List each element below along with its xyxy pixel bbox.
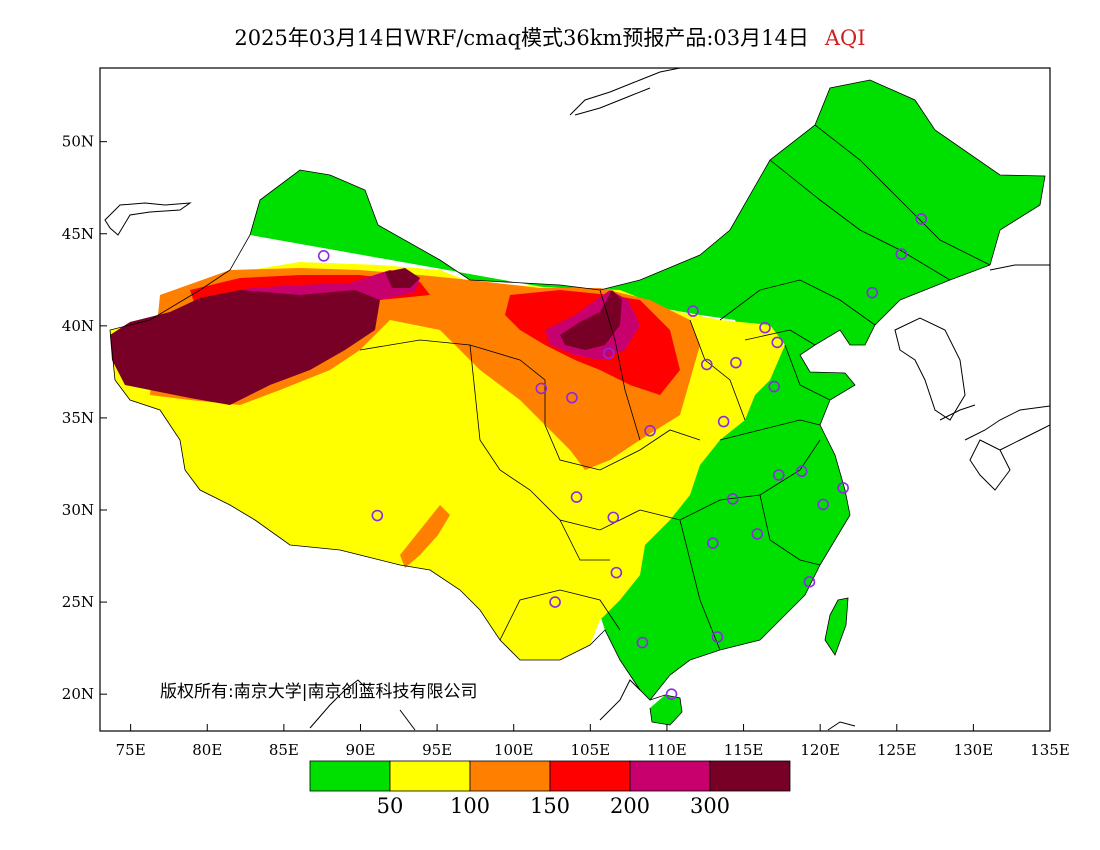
- plot-frame: [99, 67, 1051, 732]
- x-axis: 75E 80E 85E 90E 95E 100E 105E 110E 115E 120E 125E 1…: [116, 724, 1070, 759]
- station-marker: [317, 250, 330, 262]
- station-marker: [866, 286, 879, 299]
- station-marker: [915, 213, 928, 225]
- station-marker: [768, 380, 780, 393]
- station-marker: [751, 528, 764, 540]
- y-axis: 50N 45N 40N 35N 30N 25N 20N: [62, 133, 107, 703]
- y-tick-label: 50N: [62, 133, 94, 151]
- station-marker: [895, 248, 908, 260]
- title-text: 2025年03月14日WRF/cmaq模式36km预报产品:03月14日: [234, 26, 809, 50]
- y-tick-label: 30N: [62, 501, 94, 519]
- coastlines: [104, 68, 1050, 731]
- y-tick-label: 25N: [62, 593, 94, 611]
- pollutant-label: AQI: [824, 26, 866, 50]
- x-tick-label: 115E: [724, 741, 764, 759]
- station-marker: [549, 596, 561, 608]
- station-marker: [717, 415, 730, 428]
- x-tick-label: 80E: [192, 741, 222, 759]
- x-tick-label: 135E: [1030, 741, 1070, 759]
- y-tick-label: 35N: [62, 409, 94, 427]
- station-marker: [602, 347, 615, 360]
- y-tick-label: 20N: [62, 685, 94, 703]
- region-aqi-usg-tibet: [400, 505, 450, 568]
- region-aqi-hazardous-core: [385, 268, 420, 288]
- legend-swatch: [469, 760, 551, 792]
- province-boundaries: [109, 79, 1046, 726]
- x-tick-label: 100E: [494, 741, 534, 759]
- station-marker: [570, 491, 583, 503]
- x-tick-label: 90E: [345, 741, 375, 759]
- station-marker: [817, 498, 830, 511]
- station-marker: [644, 425, 656, 437]
- x-tick-label: 125E: [877, 741, 917, 759]
- legend-swatch: [549, 760, 631, 792]
- station-markers: [317, 213, 928, 700]
- y-tick-label: 45N: [62, 225, 94, 243]
- station-marker: [607, 511, 620, 524]
- colorbar-legend: 50 100 150 200 300: [309, 760, 791, 818]
- x-tick-label: 75E: [116, 741, 146, 759]
- x-tick-label: 130E: [954, 741, 994, 759]
- station-marker: [759, 321, 771, 334]
- region-aqi-hazardous: [110, 290, 380, 405]
- legend-break-label: 300: [690, 794, 730, 818]
- x-tick-label: 85E: [269, 741, 299, 759]
- station-marker: [610, 566, 623, 579]
- legend-swatch: [389, 760, 471, 792]
- station-marker: [730, 356, 742, 369]
- station-marker: [803, 576, 816, 588]
- station-marker: [707, 537, 719, 549]
- legend-break-label: 200: [610, 794, 650, 818]
- legend-swatch: [309, 760, 391, 792]
- x-tick-label: 95E: [422, 741, 452, 759]
- x-tick-label: 105E: [571, 741, 611, 759]
- station-marker: [837, 482, 849, 494]
- x-tick-label: 120E: [800, 741, 840, 759]
- legend-swatch: [709, 760, 791, 792]
- region-aqi-hazardous-east: [560, 290, 622, 350]
- station-marker: [727, 493, 739, 505]
- station-marker: [566, 391, 578, 404]
- y-tick-label: 40N: [62, 317, 94, 335]
- legend-swatch: [629, 760, 711, 792]
- station-marker: [771, 336, 784, 349]
- station-marker: [795, 465, 808, 478]
- station-marker: [371, 509, 384, 522]
- station-marker: [636, 636, 649, 649]
- station-marker: [772, 469, 785, 481]
- station-marker: [665, 688, 678, 700]
- legend-break-label: 100: [450, 794, 490, 818]
- station-marker: [700, 358, 713, 371]
- station-marker: [535, 382, 548, 395]
- x-tick-label: 110E: [647, 741, 687, 759]
- copyright-text: 版权所有:南京大学|南京创蓝科技有限公司: [160, 682, 477, 702]
- map-layers: [104, 68, 1050, 731]
- map-title: 2025年03月14日WRF/cmaq模式36km预报产品:03月14日 AQI: [0, 22, 1100, 52]
- region-hainan: [650, 695, 682, 725]
- legend-break-label: 50: [377, 794, 404, 818]
- region-aqi-good: [250, 80, 1045, 700]
- station-marker: [687, 305, 699, 317]
- station-marker: [711, 631, 724, 643]
- legend-break-label: 150: [530, 794, 570, 818]
- region-taiwan: [825, 598, 848, 655]
